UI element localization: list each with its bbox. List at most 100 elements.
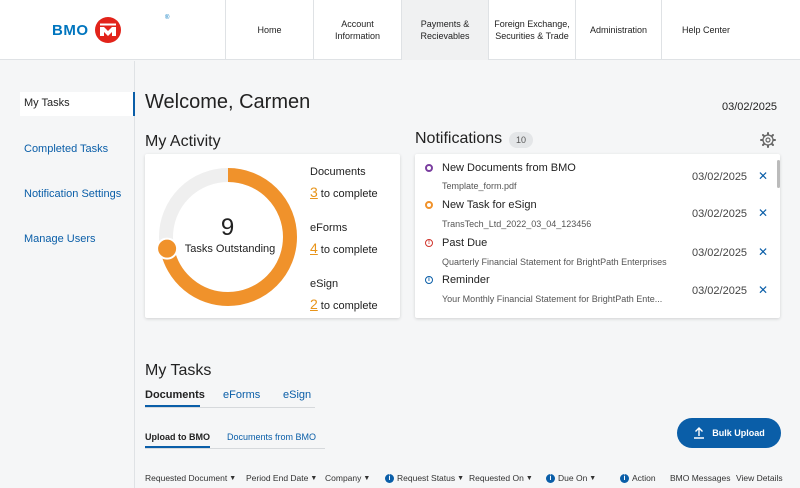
close-icon[interactable]: ✕ [758,245,769,259]
notification-subtitle: Quarterly Financial Statement for Bright… [442,257,667,267]
notification-date: 03/02/2025 [692,208,748,220]
nav-help-center[interactable]: Help Center [661,0,750,60]
active-subtab-indicator [145,446,210,448]
tasks-donut-chart [157,168,297,306]
close-icon[interactable]: ✕ [758,169,769,183]
donut-progress-knob [157,237,179,260]
column-label: Action [632,473,656,483]
sidebar-item-manage-users[interactable]: Manage Users [24,233,96,245]
sidebar [0,61,135,488]
notification-title: New Documents from BMO [442,162,576,174]
column-label: Period End Date [246,473,309,483]
notification-subtitle: TransTech_Ltd_2022_03_04_123456 [442,219,592,229]
my-tasks-heading: My Tasks [145,362,212,379]
chevron-down-icon: ▼ [310,474,318,482]
tasks-total: 9 [220,214,235,241]
nav-account-information-label: Account Information [334,19,381,41]
column-bmo-messages: BMO Messages [670,473,730,483]
sidebar-item-completed-tasks[interactable]: Completed Tasks [24,143,109,155]
bmo-logo[interactable]: BMO ® [52,15,169,43]
tasks-total-label: Tasks Outstanding [184,243,276,255]
esign-label: eSign [310,278,339,290]
tabs-divider [145,407,315,408]
tab-esign[interactable]: eSign [283,389,312,401]
notification-title: Past Due [442,237,488,249]
current-date: 03/02/2025 [722,101,778,113]
bmo-roundel-icon [94,17,121,43]
eforms-count-row: 4 to complete [310,240,378,256]
documents-count-link[interactable]: 3 [310,184,318,200]
subtab-upload-to-bmo[interactable]: Upload to BMO [145,432,210,442]
notifications-scrollbar[interactable] [777,160,780,188]
nav-administration[interactable]: Administration [575,0,661,60]
notification-subtitle: Your Monthly Financial Statement for Bri… [442,294,663,304]
purple-dot-icon [425,164,433,172]
nav-payments-label: Payments & Recievables [420,19,470,41]
notifications-heading: Notifications [415,130,503,147]
column-label: Request Status [397,473,456,483]
chevron-down-icon: ▼ [229,474,237,482]
nav-foreign-exchange-label: Foreign Exchange, Securities & Trade [494,19,570,41]
sidebar-item-notification-settings[interactable]: Notification Settings [24,188,122,200]
column-request-status[interactable]: i Request Status ▼ [385,473,464,483]
activity-card: 9 Tasks Outstanding Documents 3 to comple… [145,154,400,318]
main-nav: Home Account Information Payments & Reci… [225,0,750,60]
sidebar-active-indicator [133,92,135,116]
esign-suffix: to complete [320,300,378,312]
activity-heading: My Activity [145,133,221,150]
top-bar: BMO ® Home Account Information Payments … [0,0,800,60]
nav-foreign-exchange[interactable]: Foreign Exchange, Securities & Trade [488,0,575,60]
column-label: Due On [558,473,588,483]
nav-home[interactable]: Home [225,0,313,60]
bulk-upload-button[interactable]: Bulk Upload [677,418,781,448]
sidebar-item-my-tasks[interactable]: My Tasks [24,97,70,109]
esign-count-row: 2 to complete [310,296,378,312]
eforms-label: eForms [310,222,348,234]
chevron-down-icon: ▼ [363,474,371,482]
column-label: Company [325,473,362,483]
column-requested-on[interactable]: Requested On ▼ [469,473,533,483]
nav-administration-label: Administration [589,25,648,35]
notification-date: 03/02/2025 [692,247,748,259]
info-icon: i [425,276,433,284]
eforms-suffix: to complete [320,244,378,256]
column-label: Requested On [469,473,524,483]
info-icon[interactable]: i [620,473,629,483]
info-icon[interactable]: i [546,473,555,483]
column-label: Requested Document [145,473,228,483]
notification-title: Reminder [442,274,490,286]
subtab-documents-from-bmo[interactable]: Documents from BMO [227,432,317,442]
notifications-card: New Documents from BMO Template_form.pdf… [415,154,780,318]
notification-date: 03/02/2025 [692,171,748,183]
donut-progress-arc [159,168,297,306]
gear-icon[interactable] [760,132,776,148]
trademark: ® [165,15,170,21]
notifications-count-badge: 10 [509,132,533,148]
chevron-down-icon: ▼ [589,474,597,482]
column-due-on[interactable]: i Due On ▼ [546,473,596,483]
column-period-end-date[interactable]: Period End Date ▼ [246,473,317,483]
column-requested-document[interactable]: Requested Document ▼ [145,473,236,483]
notification-date: 03/02/2025 [692,285,748,297]
nav-help-center-label: Help Center [681,25,731,35]
close-icon[interactable]: ✕ [758,206,769,220]
chevron-down-icon: ▼ [525,474,533,482]
column-company[interactable]: Company ▼ [325,473,370,483]
eforms-count-link[interactable]: 4 [310,240,318,256]
tab-eforms[interactable]: eForms [223,389,261,401]
logo-text: BMO [52,21,89,39]
column-view-details: View Details [736,473,783,483]
info-icon[interactable]: i [385,473,394,483]
nav-account-information[interactable]: Account Information [313,0,401,60]
tab-documents[interactable]: Documents [145,389,205,401]
bulk-upload-label: Bulk Upload [712,428,765,438]
documents-count-row: 3 to complete [310,184,378,200]
close-icon[interactable]: ✕ [758,283,769,297]
column-label: View Details [736,473,783,483]
nav-payments-recievables[interactable]: Payments & Recievables [401,0,488,60]
subtabs-divider [145,448,325,449]
page-title: Welcome, Carmen [145,91,311,113]
documents-suffix: to complete [320,188,378,200]
alert-icon: ! [425,239,433,247]
esign-count-link[interactable]: 2 [310,296,318,312]
